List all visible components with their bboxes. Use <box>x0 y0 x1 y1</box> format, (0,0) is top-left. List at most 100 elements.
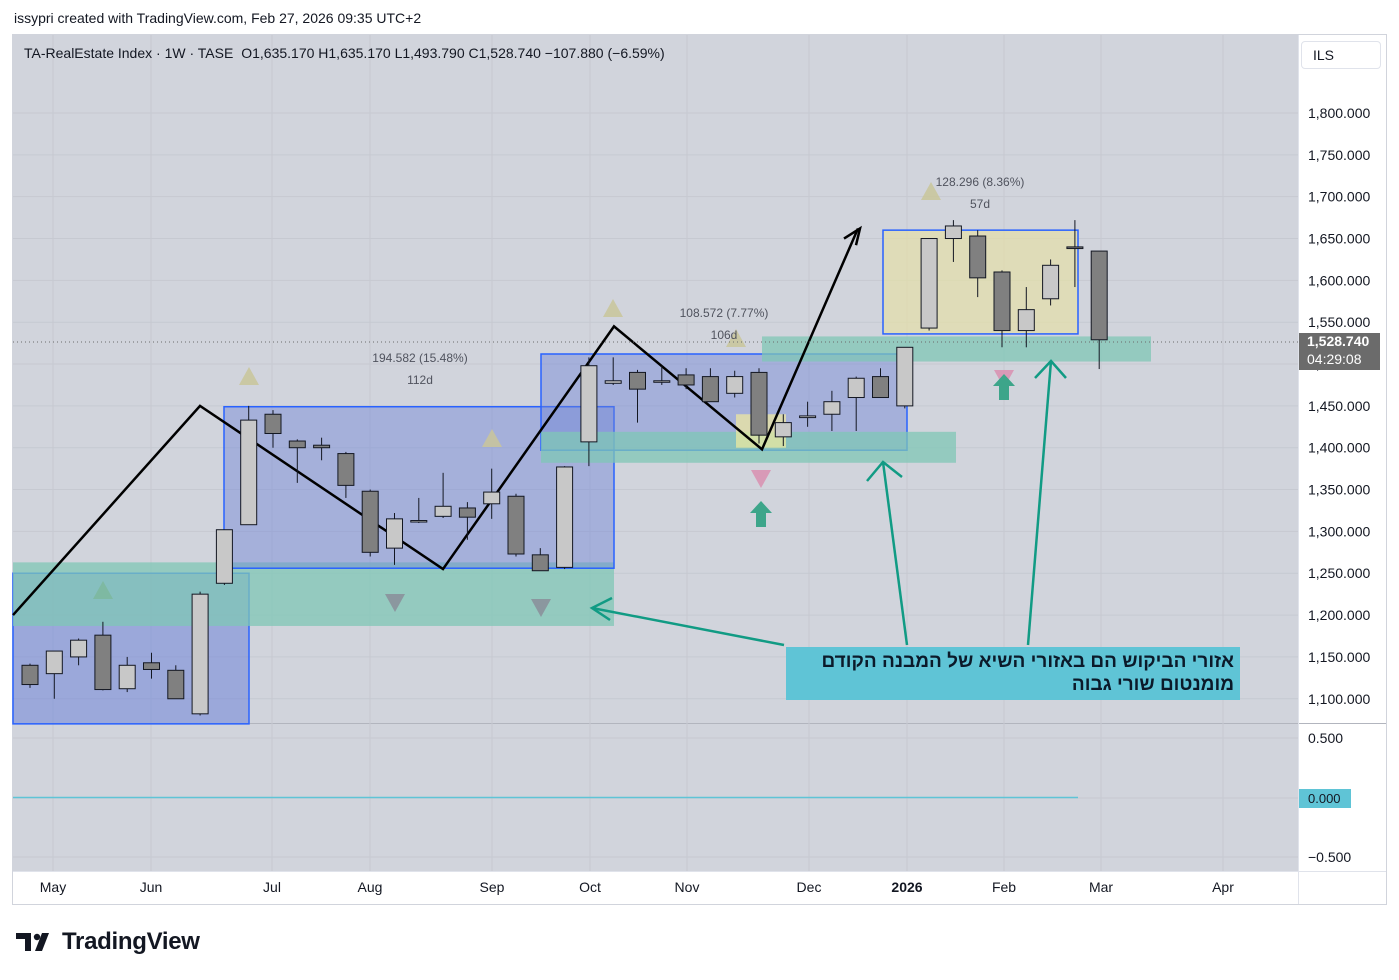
callout-arrowhead <box>866 460 903 482</box>
candle-body <box>872 376 889 399</box>
drawings <box>12 225 1067 647</box>
callout-arrowhead <box>589 596 613 622</box>
candle-body <box>264 413 282 434</box>
pivot-up-marker <box>93 581 113 599</box>
last-price-badge <box>1299 333 1380 370</box>
candle-body <box>288 440 306 449</box>
indicator-zero-value: 0.000 <box>1308 791 1341 806</box>
candle-body <box>969 235 987 279</box>
candle-body <box>677 374 695 386</box>
price-tick-label: 1,150.000 <box>1308 649 1370 665</box>
price-tick-label: 1,750.000 <box>1308 147 1370 163</box>
buy-signal-arrow <box>993 374 1015 400</box>
price-tick-label: 1,800.000 <box>1308 105 1370 121</box>
candle-body <box>726 376 744 394</box>
chart-credit: issypri created with TradingView.com, Fe… <box>14 10 422 26</box>
pivot-up-marker <box>921 182 941 200</box>
candle-body <box>337 453 355 486</box>
candle-body <box>1066 246 1084 250</box>
candle-body <box>410 520 428 523</box>
measure-bars-label: 112d <box>407 373 433 387</box>
callout-arrow <box>881 461 909 646</box>
annotation-line-2: מומנטום שורי גבוה <box>1071 674 1234 695</box>
measure-bars-label: 57d <box>970 197 990 211</box>
candle-body <box>531 554 549 572</box>
symbol-name[interactable]: TA-RealEstate Index <box>24 45 153 61</box>
grid <box>13 35 1298 871</box>
symbol-interval[interactable]: 1W <box>164 45 186 61</box>
time-tick-label: Aug <box>358 879 383 895</box>
last-price-value: 1,528.740 <box>1307 333 1369 349</box>
time-tick-label: Mar <box>1089 879 1113 895</box>
candle-body <box>580 365 598 443</box>
time-tick-label: Jul <box>263 879 281 895</box>
pivot-down-marker <box>531 599 551 617</box>
demand-zone <box>762 336 1151 362</box>
price-tick-label: 1,600.000 <box>1308 272 1370 288</box>
pivot-up-marker <box>603 299 623 317</box>
candle-body <box>556 466 574 568</box>
time-tick-label: Sep <box>480 879 505 895</box>
indicator-zero-badge <box>1299 789 1351 808</box>
price-tick-label: 1,550.000 <box>1308 314 1370 330</box>
candle-body <box>240 419 258 526</box>
axes: 1,100.000 1,150.000 1,200.000 1,250.000 1,30… <box>40 105 1371 895</box>
candle-body <box>653 380 671 383</box>
candle-body <box>993 271 1011 332</box>
candle-body <box>313 444 331 449</box>
candle-body <box>701 376 719 403</box>
callout-arrow <box>1026 360 1053 646</box>
legend-separator: · <box>189 45 195 61</box>
symbol-ohlc: O1,635.170 H1,635.170 L1,493.790 C1,528.… <box>241 45 665 61</box>
price-tick-label: 1,400.000 <box>1308 440 1370 456</box>
candle-body <box>434 505 452 517</box>
callout-arrowhead <box>1034 359 1067 379</box>
candle-body <box>21 664 39 686</box>
zigzag-line <box>12 227 860 616</box>
measure-price-label: 128.296 (8.36%) <box>936 175 1025 189</box>
candle-body <box>191 593 209 715</box>
currency-button[interactable]: ILS <box>1301 41 1381 69</box>
time-tick-label: Dec <box>797 879 822 895</box>
price-scale-background <box>1298 35 1386 871</box>
candle-body <box>94 634 112 691</box>
chart-frame <box>12 34 1387 905</box>
time-tick-label: Oct <box>579 879 601 895</box>
candle-body <box>604 380 622 384</box>
price-tick-label: 1,650.000 <box>1308 231 1370 247</box>
candle-body <box>507 495 525 555</box>
pivot-down-marker <box>751 470 771 488</box>
tradingview-logo-icon <box>16 933 49 951</box>
candle-body <box>823 401 841 415</box>
symbol-legend[interactable]: TA-RealEstate Index · 1W · TASE O1,635.1… <box>24 45 665 61</box>
footer-brand: TradingView <box>62 928 200 955</box>
time-tick-label: Apr <box>1212 879 1234 895</box>
time-tick-label: 2026 <box>891 879 922 895</box>
symbol-exchange: TASE <box>197 45 234 61</box>
price-tick-label: 1,300.000 <box>1308 523 1370 539</box>
candle-body <box>386 518 403 549</box>
price-tick-label: 1,250.000 <box>1308 565 1370 581</box>
time-tick-label: Feb <box>992 879 1016 895</box>
candle-body <box>896 346 914 407</box>
pivot-up-marker <box>239 367 259 385</box>
candle-body <box>629 371 646 390</box>
candle-body <box>944 225 962 240</box>
candle-body <box>1017 309 1035 332</box>
candles <box>21 220 1108 716</box>
measure-price-label: 194.582 (15.48%) <box>372 351 467 365</box>
candle-body <box>847 377 865 399</box>
pivot-up-marker <box>482 429 502 447</box>
measure-price-label: 108.572 (7.77%) <box>680 306 769 320</box>
indicator-tick-label: 0.500 <box>1308 730 1343 746</box>
candle-body <box>458 507 476 518</box>
candle-body <box>45 650 63 675</box>
annotation-callout: אזורי הביקוש הם באזורי השיא של המבנה הקו… <box>786 647 1240 700</box>
annotation-line-1: אזורי הביקוש הם באזורי השיא של המבנה הקו… <box>821 651 1234 672</box>
candle-body <box>1090 250 1108 341</box>
candle-body <box>1042 264 1060 300</box>
tradingview-logo[interactable]: TradingView <box>16 928 200 956</box>
time-tick-label: Nov <box>675 879 700 895</box>
candle-body <box>774 422 792 438</box>
